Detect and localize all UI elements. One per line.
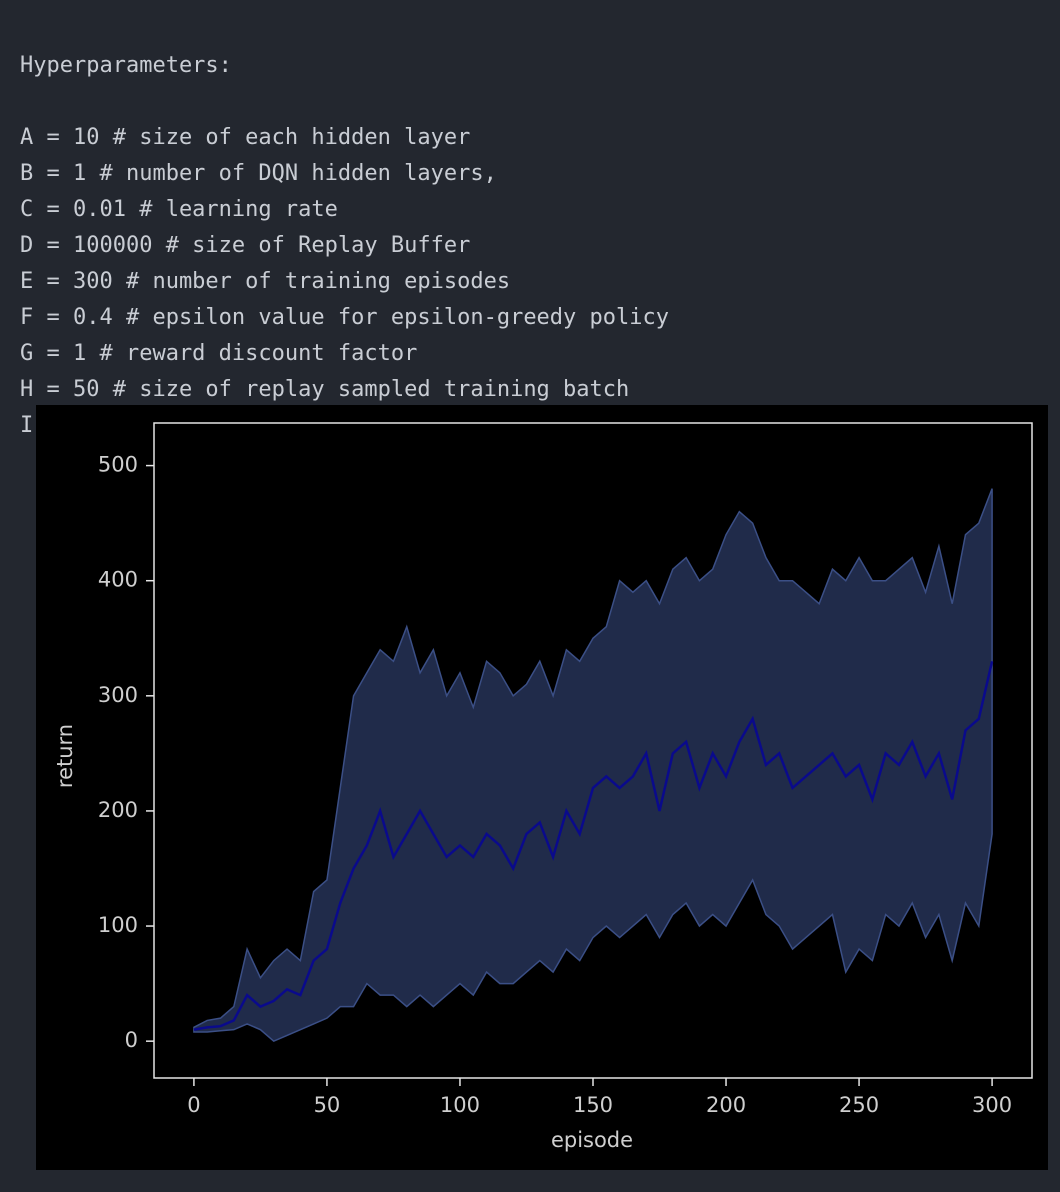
code-line: H = 50 # size of replay sampled training… (20, 377, 630, 402)
x-tick-label: 200 (706, 1093, 746, 1117)
band (193, 488, 993, 1043)
code-line: D = 100000 # size of Replay Buffer (20, 233, 471, 258)
code-line: G = 1 # reward discount factor (20, 341, 418, 366)
code-line: E = 300 # number of training episodes (20, 269, 511, 294)
y-axis-label: return (53, 724, 77, 788)
y-tick-label: 100 (98, 913, 138, 937)
x-tick-label: 0 (187, 1093, 200, 1117)
x-tick-label: 150 (573, 1093, 613, 1117)
x-tick-label: 250 (839, 1093, 879, 1117)
x-tick-label: 50 (314, 1093, 341, 1117)
x-axis-label: episode (551, 1128, 633, 1152)
y-tick-label: 500 (98, 453, 138, 477)
y-tick-label: 200 (98, 798, 138, 822)
code-line: F = 0.4 # epsilon value for epsilon-gree… (20, 305, 670, 330)
y-tick-label: 0 (125, 1028, 138, 1052)
heading: Hyperparameters: (20, 53, 232, 78)
code-line: B = 1 # number of DQN hidden layers, (20, 161, 497, 186)
y-tick-label: 300 (98, 683, 138, 707)
mean-line (193, 661, 994, 1031)
x-tick-label: 300 (972, 1093, 1012, 1117)
code-line: C = 0.01 # learning rate (20, 197, 338, 222)
code-line: A = 10 # size of each hidden layer (20, 125, 471, 150)
y-tick-label: 400 (98, 568, 138, 592)
x-tick-label: 100 (440, 1093, 480, 1117)
